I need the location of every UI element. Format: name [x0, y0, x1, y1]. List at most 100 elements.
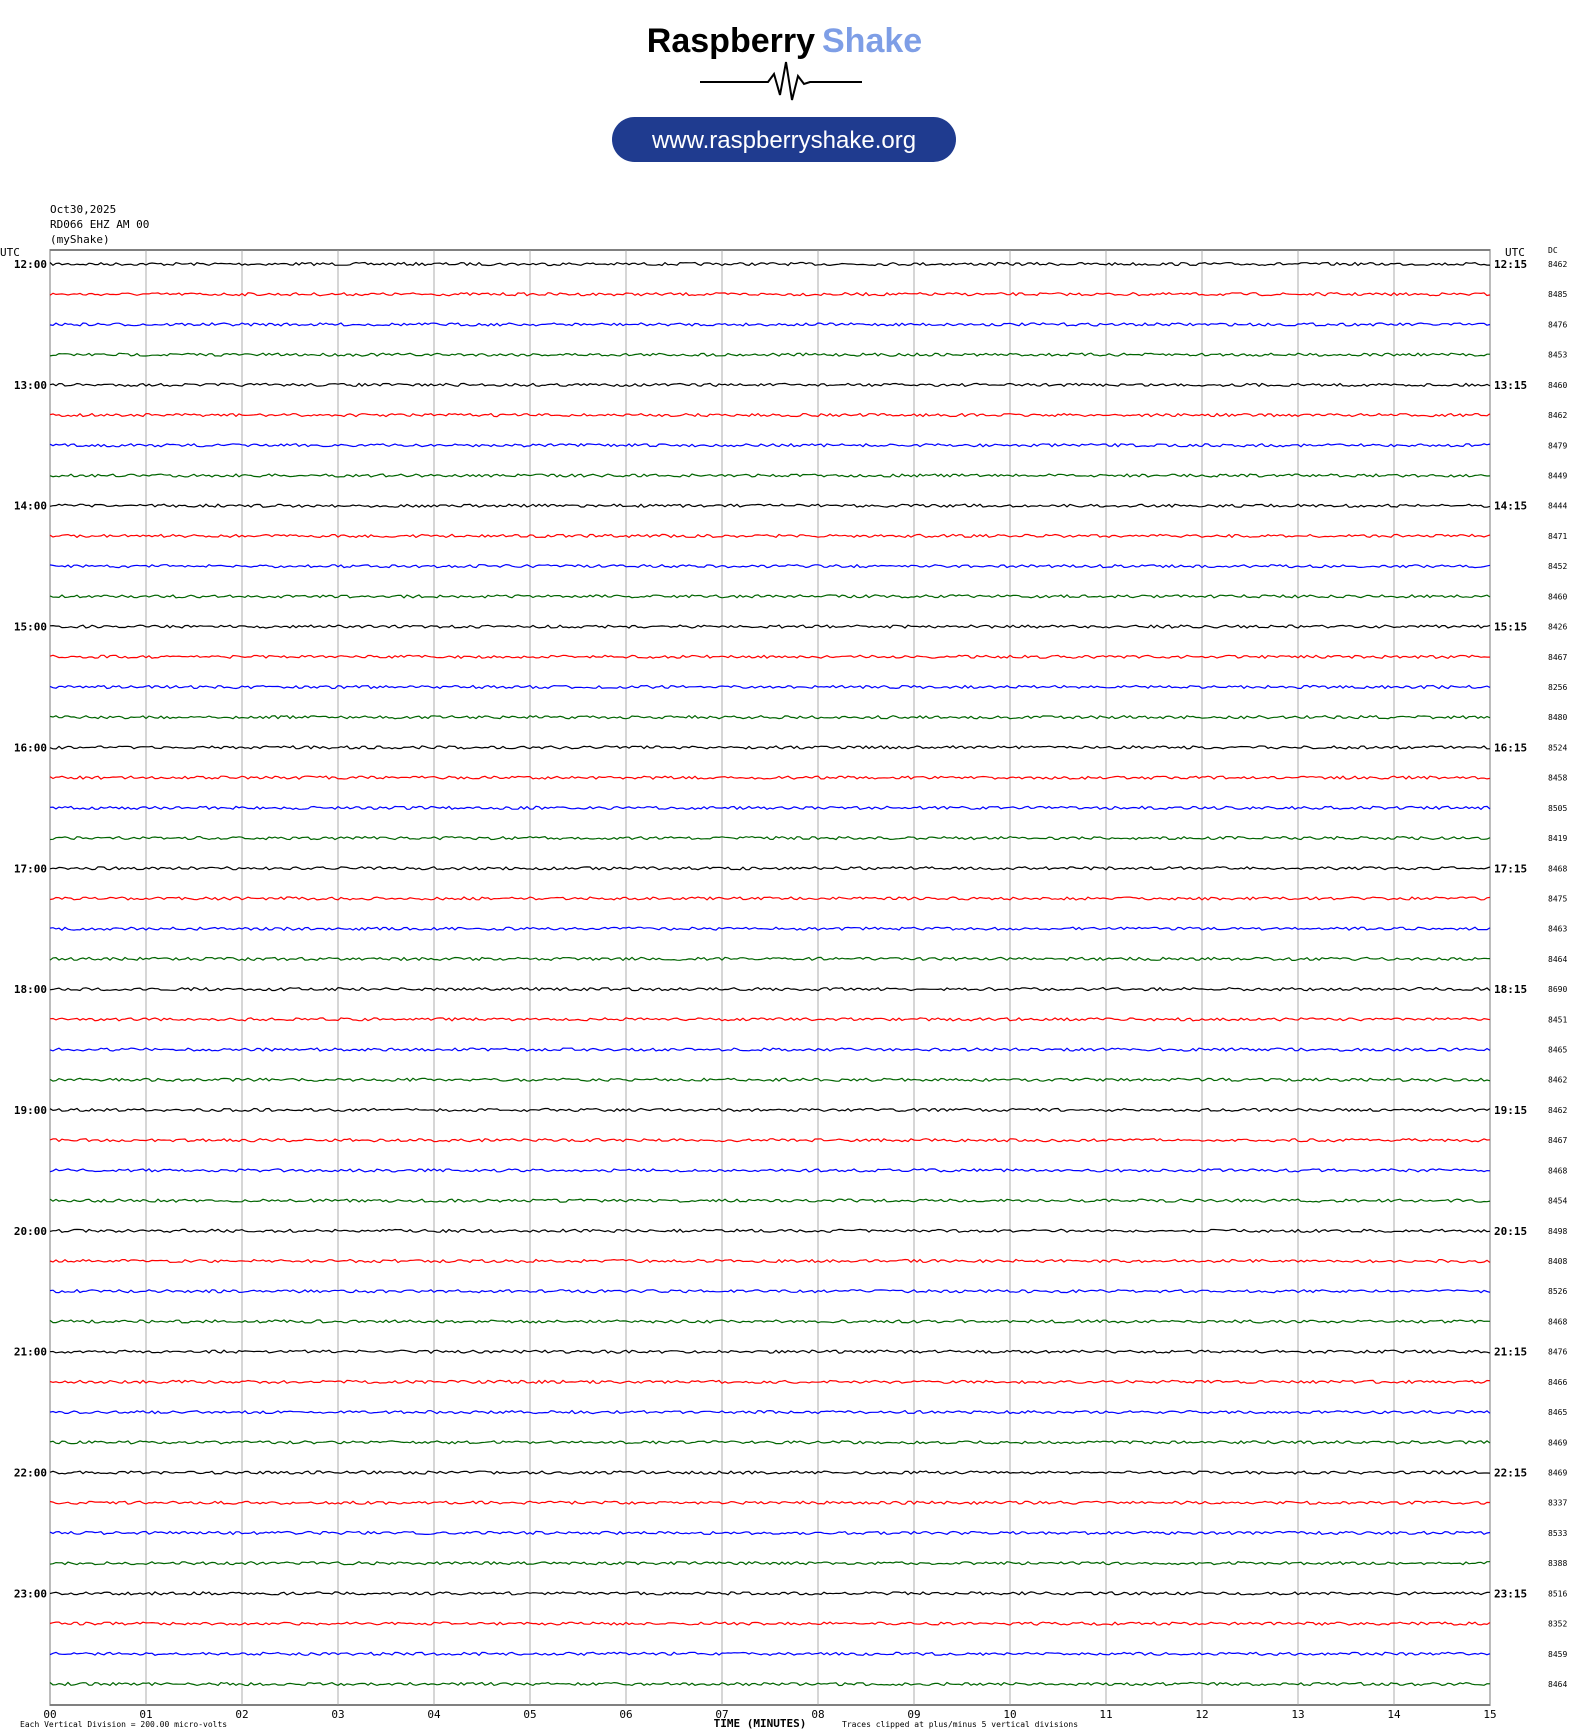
hour-label: 21:00	[14, 1346, 47, 1359]
dc-value: 8467	[1548, 653, 1567, 662]
trace	[49, 1349, 1491, 1354]
dc-value: 8475	[1548, 894, 1567, 903]
x-tick-label: 04	[427, 1708, 441, 1721]
quarter-label: 13:15	[1494, 379, 1527, 392]
dc-value: 8408	[1548, 1257, 1567, 1266]
dc-value: 8526	[1548, 1287, 1567, 1296]
trace	[49, 563, 1491, 569]
trace	[49, 745, 1490, 750]
dc-value: 8468	[1548, 1166, 1567, 1175]
trace	[49, 473, 1491, 478]
dc-value: 8337	[1548, 1499, 1567, 1508]
x-tick-label: 13	[1291, 1708, 1304, 1721]
trace	[49, 1409, 1491, 1415]
dc-value: 8462	[1548, 260, 1567, 269]
trace	[49, 1440, 1491, 1445]
x-tick-label: 01	[139, 1708, 152, 1721]
logo: Raspberry Shake www.raspberryshake.org	[612, 22, 956, 162]
url-pill	[612, 117, 956, 162]
brand-dark: Raspberry	[647, 22, 815, 60]
dc-value: 8352	[1548, 1620, 1567, 1629]
quarter-label: 22:15	[1494, 1467, 1527, 1480]
trace	[49, 956, 1491, 962]
x-tick-label: 02	[235, 1708, 248, 1721]
dc-value: 8467	[1548, 1136, 1567, 1145]
trace	[49, 1319, 1491, 1324]
dc-value: 8460	[1548, 381, 1567, 390]
dc-value: 8505	[1548, 804, 1567, 813]
dc-value: 8465	[1548, 1408, 1567, 1417]
right-axis-label: UTC	[1505, 246, 1525, 259]
trace	[49, 1621, 1491, 1626]
x-tick-label: 12	[1195, 1708, 1208, 1721]
dc-value: 8458	[1548, 774, 1567, 783]
dc-value: 8452	[1548, 562, 1567, 571]
trace	[49, 684, 1491, 690]
hour-label: 19:00	[14, 1104, 47, 1117]
trace	[49, 1651, 1491, 1657]
hour-label: 15:00	[14, 621, 47, 634]
hour-label: 20:00	[14, 1225, 47, 1238]
trace	[49, 1500, 1491, 1506]
trace	[49, 1047, 1491, 1052]
trace	[49, 1138, 1491, 1143]
trace	[49, 1530, 1491, 1536]
trace	[49, 1077, 1491, 1083]
dc-value: 8466	[1548, 1378, 1567, 1387]
footer-right: Traces clipped at plus/minus 5 vertical …	[842, 1720, 1078, 1729]
x-tick-label: 14	[1387, 1708, 1401, 1721]
trace	[49, 896, 1491, 901]
trace	[49, 986, 1491, 992]
x-tick-label: 09	[907, 1708, 920, 1721]
trace	[49, 352, 1490, 357]
dc-value: 8465	[1548, 1046, 1567, 1055]
hour-label: 18:00	[14, 983, 47, 996]
station: RD066 EHZ AM 00	[50, 218, 149, 231]
x-tick-label: 15	[1483, 1708, 1496, 1721]
dc-value: 8468	[1548, 1317, 1567, 1326]
dc-value: 8480	[1548, 713, 1567, 722]
quarter-label: 16:15	[1494, 741, 1527, 754]
x-tick-label: 06	[619, 1708, 632, 1721]
hour-label: 16:00	[14, 741, 47, 754]
brand-light: Shake	[822, 22, 922, 60]
dc-value: 8476	[1548, 320, 1567, 329]
hour-label: 14:00	[14, 500, 47, 513]
x-tick-label: 07	[715, 1708, 728, 1721]
dc-value: 8462	[1548, 411, 1567, 420]
dc-value: 8471	[1548, 532, 1567, 541]
quarter-label: 19:15	[1494, 1104, 1527, 1117]
dc-value: 8469	[1548, 1438, 1567, 1447]
url: www.raspberryshake.org	[651, 127, 916, 154]
network: (myShake)	[50, 233, 110, 246]
dc-value: 8388	[1548, 1559, 1567, 1568]
quarter-label: 21:15	[1494, 1346, 1527, 1359]
hour-label: 13:00	[14, 379, 47, 392]
dc-value: 8468	[1548, 864, 1567, 873]
trace	[49, 322, 1491, 327]
x-axis-label: TIME (MINUTES)	[714, 1717, 807, 1730]
trace	[49, 1681, 1491, 1687]
trace	[49, 1168, 1491, 1173]
quarter-label: 15:15	[1494, 621, 1527, 634]
dc-value: 8454	[1548, 1197, 1567, 1206]
dc-value: 8256	[1548, 683, 1567, 692]
quarter-label: 14:15	[1494, 500, 1527, 513]
trace	[49, 1017, 1491, 1022]
quarter-label: 20:15	[1494, 1225, 1527, 1238]
trace	[49, 1470, 1491, 1475]
dc-value: 8463	[1548, 925, 1567, 934]
x-tick-label: 03	[331, 1708, 344, 1721]
hour-label: 17:00	[14, 862, 47, 875]
trace	[49, 1228, 1491, 1234]
trace	[49, 926, 1491, 931]
quarter-label: 17:15	[1494, 862, 1527, 875]
logo-wave	[700, 61, 862, 101]
dc-value: 8524	[1548, 743, 1567, 752]
dc-value: 8460	[1548, 592, 1567, 601]
quarter-label: 23:15	[1494, 1587, 1527, 1600]
footer-left: Each Vertical Division = 200.00 micro-vo…	[20, 1720, 227, 1729]
trace	[49, 443, 1491, 448]
